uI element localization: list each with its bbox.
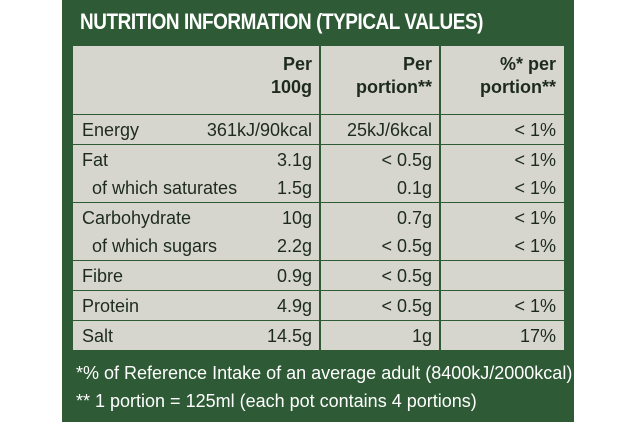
table-cell: [320, 319, 440, 351]
nutrient-label: Fat: [82, 150, 109, 170]
table-cell: [440, 201, 565, 261]
nutrition-table: Per 100g Per portion** %* per portion** Energy…: [72, 45, 565, 351]
nutrient-value: < 1%: [514, 236, 556, 256]
footnote: *% of Reference Intake of an average adu…: [76, 363, 573, 383]
nutrient-label: Fibre: [82, 266, 124, 286]
table-cell: [320, 143, 440, 203]
title: NUTRITION INFORMATION (TYPICAL VALUES): [80, 9, 484, 34]
nutrient-value: < 0.5g: [381, 150, 432, 170]
table-cell: [72, 201, 320, 261]
nutrient-value: 2.2g: [276, 236, 312, 256]
nutrient-value: < 1%: [514, 208, 556, 228]
nutrient-label: Energy: [82, 120, 140, 140]
nutrient-value: 1.5g: [276, 178, 312, 198]
nutrient-value: 25kJ/6kcal: [346, 120, 432, 140]
table-cell: [440, 289, 565, 321]
column-header: 100g: [270, 77, 312, 97]
column-header: %* per: [499, 54, 556, 74]
table-cell: [320, 259, 440, 291]
table-cell: [72, 289, 320, 321]
nutrient-value: < 0.5g: [381, 296, 432, 316]
header-cell: [72, 45, 320, 115]
nutrient-value: 361kJ/90kcal: [206, 120, 312, 140]
table-cell: [320, 201, 440, 261]
nutrient-value: 10g: [281, 208, 312, 228]
nutrient-label: of which saturates: [92, 178, 238, 198]
table-cell: [320, 113, 440, 145]
header-cell: [440, 45, 565, 115]
table-cell: [72, 259, 320, 291]
column-header: portion**: [480, 77, 556, 97]
nutrient-value: 0.9g: [276, 266, 312, 286]
table-cell: [440, 259, 565, 291]
nutrient-value: 0.1g: [396, 178, 432, 198]
column-header: portion**: [356, 77, 432, 97]
nutrient-value: 1g: [411, 326, 432, 346]
nutrient-value: 17%: [519, 326, 556, 346]
table-cell: [72, 319, 320, 351]
header-cell: [320, 45, 440, 115]
nutrient-value: 4.9g: [276, 296, 312, 316]
column-header: Per: [402, 54, 432, 74]
table-cell: [440, 113, 565, 145]
nutrient-value: < 1%: [514, 150, 556, 170]
nutrient-label: Carbohydrate: [82, 208, 192, 228]
table-cell: [440, 143, 565, 203]
nutrient-value: < 1%: [514, 178, 556, 198]
table-cell: [72, 113, 320, 145]
nutrient-value: 3.1g: [276, 150, 312, 170]
nutrient-value: < 0.5g: [381, 236, 432, 256]
nutrient-label: of which sugars: [92, 236, 218, 256]
column-header: Per: [282, 54, 312, 74]
footnote: ** 1 portion = 125ml (each pot contains …: [76, 391, 477, 411]
table-cell: [440, 319, 565, 351]
nutrient-label: Protein: [82, 296, 140, 316]
nutrient-value: < 1%: [514, 120, 556, 140]
table-cell: [72, 143, 320, 203]
nutrient-value: 0.7g: [396, 208, 432, 228]
nutrient-value: < 0.5g: [381, 266, 432, 286]
table-cell: [320, 289, 440, 321]
nutrient-value: < 1%: [514, 296, 556, 316]
nutrient-label: Salt: [82, 326, 114, 346]
nutrient-value: 14.5g: [266, 326, 312, 346]
